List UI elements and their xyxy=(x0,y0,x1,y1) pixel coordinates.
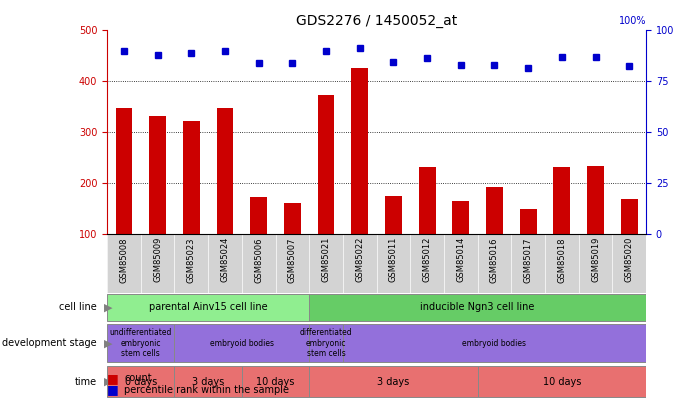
Bar xyxy=(242,366,310,397)
Text: GSM85008: GSM85008 xyxy=(120,237,129,283)
Bar xyxy=(453,201,469,234)
Text: 3 days: 3 days xyxy=(377,377,410,387)
Text: GSM85024: GSM85024 xyxy=(220,237,229,282)
Bar xyxy=(520,209,537,234)
Text: GSM85011: GSM85011 xyxy=(389,237,398,282)
Text: GSM85006: GSM85006 xyxy=(254,237,263,283)
Text: GSM85009: GSM85009 xyxy=(153,237,162,282)
Text: 10 days: 10 days xyxy=(256,377,295,387)
Text: development stage: development stage xyxy=(2,338,97,348)
Bar xyxy=(385,196,402,234)
Text: undifferentiated
embryonic
stem cells: undifferentiated embryonic stem cells xyxy=(110,328,172,358)
Text: ▶: ▶ xyxy=(104,338,112,348)
Bar xyxy=(183,121,200,234)
Text: embryoid bodies: embryoid bodies xyxy=(462,339,527,348)
Text: inducible Ngn3 cell line: inducible Ngn3 cell line xyxy=(420,303,535,312)
Text: GSM85020: GSM85020 xyxy=(625,237,634,282)
Text: GSM85021: GSM85021 xyxy=(321,237,330,282)
Bar xyxy=(107,366,174,397)
Bar xyxy=(419,167,435,234)
Text: ▶: ▶ xyxy=(104,303,112,312)
Text: GSM85017: GSM85017 xyxy=(524,237,533,283)
Bar xyxy=(174,324,310,362)
Text: GSM85007: GSM85007 xyxy=(288,237,297,283)
Text: GSM85018: GSM85018 xyxy=(558,237,567,283)
Text: GSM85023: GSM85023 xyxy=(187,237,196,283)
Bar xyxy=(115,108,133,234)
Bar xyxy=(621,199,638,234)
Bar xyxy=(149,116,166,234)
Text: GSM85012: GSM85012 xyxy=(423,237,432,282)
Text: ■: ■ xyxy=(107,383,119,396)
Bar xyxy=(343,324,646,362)
Text: differentiated
embryonic
stem cells: differentiated embryonic stem cells xyxy=(300,328,352,358)
Text: percentile rank within the sample: percentile rank within the sample xyxy=(124,385,290,394)
Text: 0 days: 0 days xyxy=(124,377,157,387)
Text: time: time xyxy=(75,377,97,387)
Text: GSM85019: GSM85019 xyxy=(591,237,600,282)
Bar xyxy=(310,294,646,320)
Text: GSM85014: GSM85014 xyxy=(456,237,465,282)
Bar xyxy=(318,95,334,234)
Text: count: count xyxy=(124,373,152,383)
Bar xyxy=(107,294,310,320)
Bar xyxy=(284,202,301,234)
Bar xyxy=(351,68,368,234)
Bar xyxy=(310,324,343,362)
Text: ■: ■ xyxy=(107,372,119,385)
Title: GDS2276 / 1450052_at: GDS2276 / 1450052_at xyxy=(296,14,457,28)
Text: parental Ainv15 cell line: parental Ainv15 cell line xyxy=(149,303,267,312)
Text: GSM85016: GSM85016 xyxy=(490,237,499,283)
Text: 100%: 100% xyxy=(618,16,646,26)
Text: embryoid bodies: embryoid bodies xyxy=(210,339,274,348)
Bar xyxy=(587,166,604,234)
Bar xyxy=(107,324,174,362)
Bar xyxy=(250,197,267,234)
Text: 3 days: 3 days xyxy=(192,377,225,387)
Text: ▶: ▶ xyxy=(104,377,112,387)
Text: GSM85022: GSM85022 xyxy=(355,237,364,282)
Bar xyxy=(174,366,242,397)
Bar xyxy=(216,108,234,234)
Bar xyxy=(310,366,477,397)
Text: 10 days: 10 days xyxy=(542,377,581,387)
Bar xyxy=(486,187,503,234)
Text: cell line: cell line xyxy=(59,303,97,312)
Bar xyxy=(553,167,570,234)
Bar xyxy=(477,366,646,397)
